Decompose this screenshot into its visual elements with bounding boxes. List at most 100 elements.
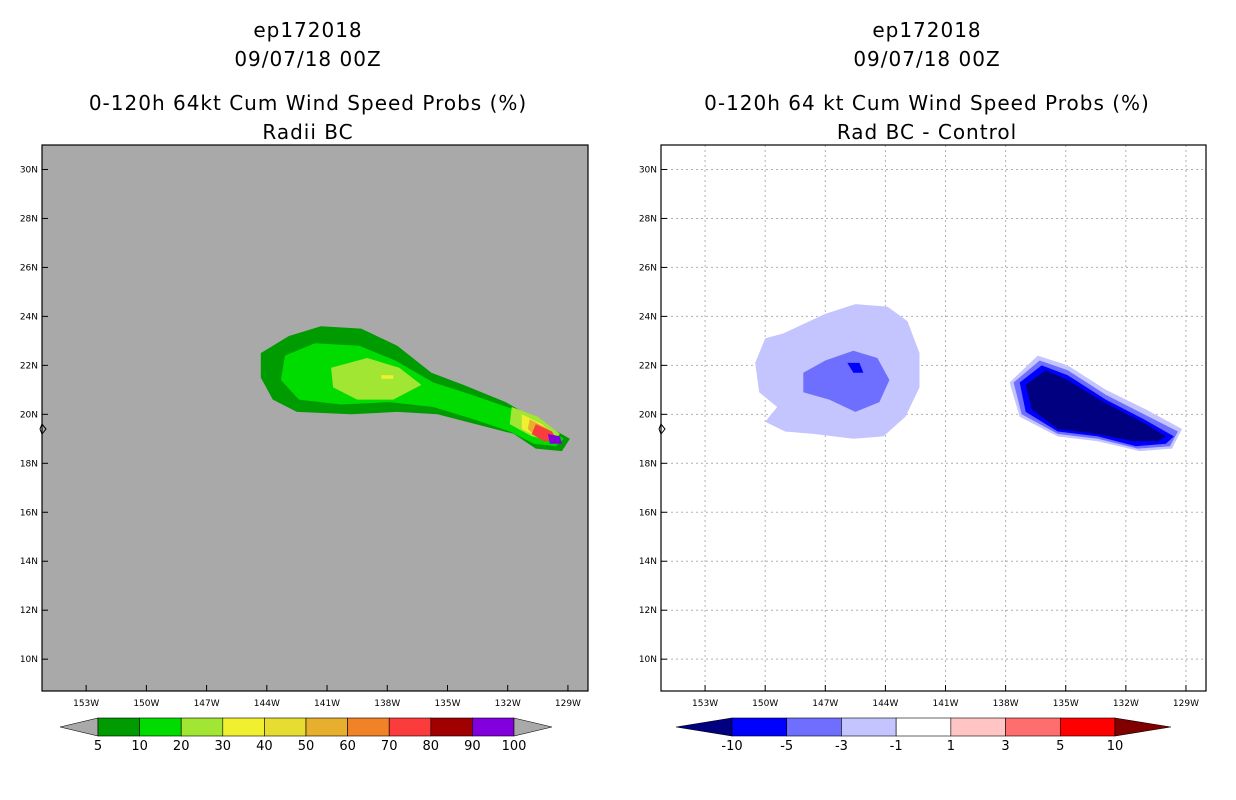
x-tick-label: 141W	[314, 699, 340, 709]
contour-20-30	[331, 358, 422, 400]
y-tick-label: 22N	[20, 361, 38, 371]
legend-swatch	[786, 717, 842, 737]
legend-label: 3	[1001, 739, 1009, 754]
x-tick-label: 132W	[495, 699, 521, 709]
edge-marker	[39, 423, 47, 436]
contour--5to-3	[803, 350, 890, 412]
left-title: 0-120h 64kt Cum Wind Speed Probs (%)	[88, 91, 528, 115]
right-datetime: 09/07/18 00Z	[853, 47, 1001, 71]
legend-swatch	[264, 717, 307, 737]
x-tick-label: 135W	[434, 699, 460, 709]
legend-swatch	[731, 717, 788, 737]
y-tick-label: 16N	[20, 508, 38, 518]
legend-swatch	[1059, 717, 1116, 737]
legend-swatch	[895, 717, 952, 737]
x-tick-label: 129W	[1173, 699, 1199, 709]
legend-swatch	[388, 717, 432, 737]
legend-label: 1	[947, 739, 955, 754]
legend-label: 40	[256, 739, 273, 754]
contour-group	[260, 326, 570, 452]
x-tick-label: 153W	[692, 699, 718, 709]
y-tick-label: 22N	[639, 361, 657, 371]
x-tick-label: 144W	[872, 699, 898, 709]
legend-arrow-low	[675, 717, 733, 737]
x-tick-label: 141W	[932, 699, 958, 709]
legend-swatch	[180, 717, 224, 737]
legend-swatch	[430, 717, 473, 737]
legend-arrow-high	[1114, 717, 1172, 737]
x-tick-label: 150W	[752, 699, 778, 709]
legend-swatch	[347, 717, 390, 737]
legend-swatch	[305, 717, 348, 737]
right-subtitle: Rad BC - Control	[836, 120, 1018, 144]
legend-colorbar-1: 5 10 20 30 40 50 60 70 80 90 100	[59, 717, 553, 754]
plot-frame	[660, 144, 1207, 692]
y-tick-label: 10N	[20, 655, 38, 665]
y-tick-label: 12N	[639, 606, 657, 616]
y-tick-label: 10N	[639, 655, 657, 665]
y-tick-label: 28N	[639, 214, 657, 224]
x-tick-label: 138W	[374, 699, 400, 709]
plot-frame	[41, 144, 589, 692]
legend-colorbar-2: -10 -5 -3 -1 1 3 5 10	[675, 717, 1172, 754]
y-tick-label: 14N	[639, 557, 657, 567]
chart-panel-2: 153W 150W 147W 144W 141W 138W 135W 132W 129W 30N 2…	[639, 144, 1207, 709]
x-tick-label: 138W	[993, 699, 1019, 709]
legend-label: 5	[94, 739, 102, 754]
legend-label: 80	[423, 739, 440, 754]
x-tick-label: 132W	[1113, 699, 1139, 709]
legend-label: 90	[464, 739, 481, 754]
y-tick-label: 26N	[20, 263, 38, 273]
legend-label: 10	[131, 739, 148, 754]
y-tick-label: 24N	[639, 312, 657, 322]
y-tick-label: 18N	[639, 459, 657, 469]
legend-label: -10	[721, 739, 742, 754]
left-storm-id: ep172018	[253, 18, 363, 42]
y-tick-label: 16N	[639, 508, 657, 518]
x-tick-label: 129W	[555, 699, 581, 709]
edge-marker	[658, 423, 666, 436]
contour-group	[755, 304, 1182, 452]
y-tick-label: 20N	[639, 410, 657, 420]
contour--10to-5	[847, 362, 864, 373]
legend-arrow-low	[59, 717, 99, 737]
chart-panel-1: 153W 150W 147W 144W 141W 138W 135W 132W 129W 30N 2…	[20, 144, 589, 709]
y-tick-label: 18N	[20, 459, 38, 469]
x-tick-label: 147W	[812, 699, 838, 709]
contour-90-100	[547, 433, 562, 444]
legend-label: 60	[339, 739, 356, 754]
x-tick-label: 153W	[73, 699, 99, 709]
legend-swatch	[950, 717, 1006, 737]
contour-30-40	[381, 375, 394, 379]
legend-label: 5	[1056, 739, 1064, 754]
left-subtitle: Radii BC	[262, 120, 354, 144]
legend-swatch	[472, 717, 515, 737]
legend-label: -3	[835, 739, 848, 754]
y-tick-label: 20N	[20, 410, 38, 420]
legend-label: 70	[381, 739, 398, 754]
legend-swatch	[139, 717, 182, 737]
left-datetime: 09/07/18 00Z	[234, 47, 382, 71]
legend-label: 50	[298, 739, 315, 754]
legend-arrow-high	[513, 717, 553, 737]
legend-label: -5	[780, 739, 793, 754]
legend-swatch	[841, 717, 897, 737]
legend-label: 20	[173, 739, 190, 754]
legend-swatch	[97, 717, 140, 737]
x-tick-label: 150W	[133, 699, 159, 709]
x-tick-label: 144W	[254, 699, 280, 709]
y-tick-label: 30N	[20, 165, 38, 175]
y-tick-label: 30N	[639, 165, 657, 175]
legend-label: 30	[215, 739, 232, 754]
right-storm-id: ep172018	[872, 18, 982, 42]
legend-label: -1	[890, 739, 903, 754]
right-title: 0-120h 64 kt Cum Wind Speed Probs (%)	[704, 91, 1150, 115]
x-tick-label: 147W	[194, 699, 220, 709]
y-tick-label: 26N	[639, 263, 657, 273]
legend-label: 100	[502, 739, 527, 754]
y-tick-label: 12N	[20, 606, 38, 616]
y-tick-label: 28N	[20, 214, 38, 224]
y-tick-label: 24N	[20, 312, 38, 322]
legend-swatch	[1005, 717, 1061, 737]
